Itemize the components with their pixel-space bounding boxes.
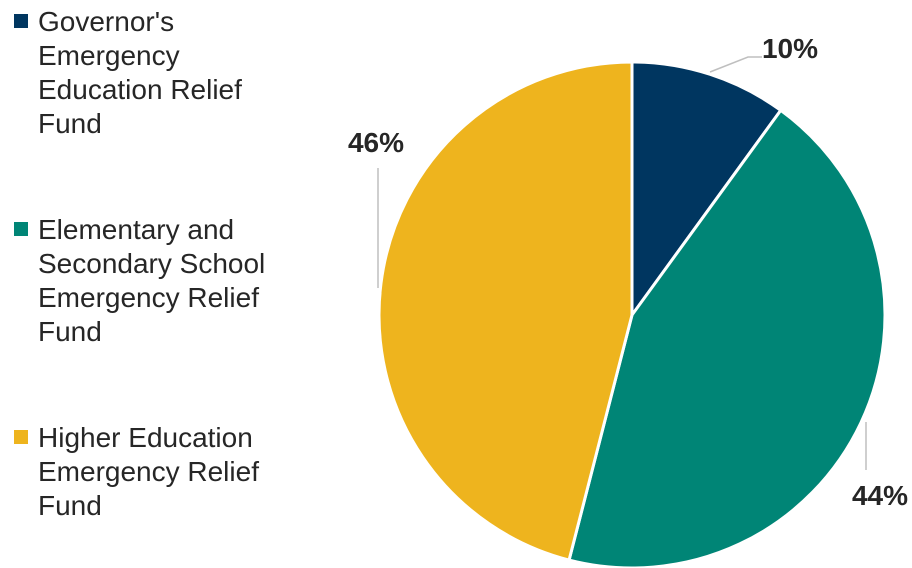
- legend-label: Governor's Emergency Education Relief Fund: [38, 6, 242, 139]
- legend-item: Elementary and Secondary School Emergency …: [14, 214, 265, 347]
- data-label: 46%: [348, 127, 404, 158]
- pie-slices: [377, 60, 887, 568]
- pie-slice: [630, 60, 783, 317]
- legend-label: Elementary and Secondary School Emergency …: [38, 214, 265, 347]
- data-label: 10%: [762, 33, 818, 64]
- pie-slice: [567, 108, 887, 568]
- legend-swatch: [14, 222, 28, 236]
- legend-swatch: [14, 430, 28, 444]
- pie-slice: [377, 60, 634, 562]
- legend-label: Higher Education Emergency Relief Fund: [38, 422, 259, 521]
- legend-swatch: [14, 14, 28, 28]
- leader-line: [709, 56, 762, 73]
- legend-item: Higher Education Emergency Relief Fund: [14, 422, 259, 521]
- leader-lines: [377, 56, 867, 470]
- chart-legend: Governor's Emergency Education Relief Fund E…: [14, 6, 265, 521]
- data-label: 44%: [852, 480, 908, 511]
- legend-item: Governor's Emergency Education Relief Fund: [14, 6, 242, 139]
- data-labels: 10% 44% 46%: [348, 33, 908, 511]
